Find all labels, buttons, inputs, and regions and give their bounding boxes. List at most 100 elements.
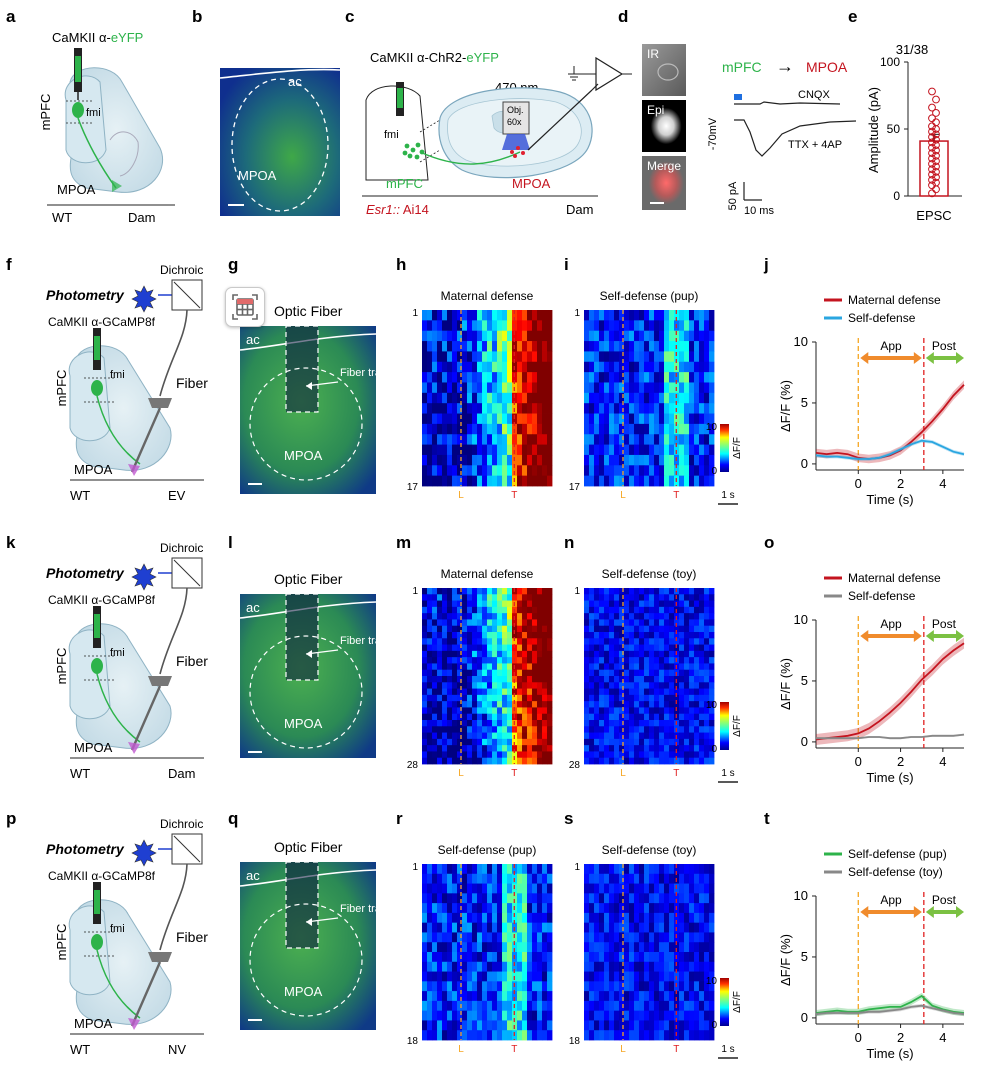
heatmap-cell (609, 330, 615, 342)
heatmap-cell (699, 745, 705, 752)
heatmap-cell (589, 588, 595, 595)
heatmap-cell (482, 745, 488, 752)
heatmap-cell (502, 682, 508, 689)
heatmap-cell (507, 619, 513, 627)
heatmap-cell (674, 465, 680, 477)
heatmap-cell (694, 657, 700, 664)
colorbar (720, 702, 729, 750)
heatmap-cell (527, 434, 533, 445)
heatmap-cell (482, 638, 488, 645)
heatmap-cell (629, 663, 635, 671)
heatmap-cell (684, 606, 690, 614)
heatmap-cell (584, 606, 590, 614)
heatmap-cell (537, 454, 543, 466)
heatmap-cell (532, 864, 538, 875)
heatmap-cell (482, 657, 488, 664)
heatmap-cell (594, 372, 600, 383)
heatmap-cell (442, 330, 448, 342)
heatmap-cell (704, 465, 710, 477)
heatmap-cell (619, 682, 625, 689)
heatmap-cell (447, 613, 453, 620)
heatmap-cell (684, 600, 690, 608)
heatmap-cell (547, 465, 553, 477)
heatmap-cell (482, 912, 488, 924)
heatmap-cell (634, 644, 640, 652)
heatmap-cell (442, 883, 448, 894)
heatmap-cell (547, 434, 553, 445)
heatmap-cell (477, 475, 483, 487)
heatmap-cell (527, 864, 533, 875)
heatmap-cell (507, 720, 513, 727)
heatmap-cell (502, 588, 508, 595)
heatmap-cell (537, 600, 543, 608)
heatmap-cell (589, 600, 595, 608)
heatmap-cell (512, 751, 518, 759)
heatmap-cell (472, 606, 478, 614)
heatmap-cell (594, 682, 600, 689)
heatmap-cell (629, 341, 635, 352)
heatmap-cell (452, 1030, 458, 1041)
heatmap-cell (639, 883, 645, 894)
heatmap-cell (609, 413, 615, 425)
data-point (928, 176, 936, 184)
heatmap-cell (542, 382, 548, 394)
heatmap-cell (664, 676, 670, 683)
heatmap-cell (659, 320, 665, 332)
heatmap-cell (659, 594, 665, 601)
heatmap-cell (694, 676, 700, 683)
table-select-button[interactable] (225, 287, 265, 327)
heatmap-cell (699, 351, 705, 363)
heatmap-cell (492, 873, 498, 884)
heatmap-cell (457, 707, 463, 715)
heatmap-cell (457, 330, 463, 342)
heatmap-cell (472, 619, 478, 627)
heatmap-cell (467, 330, 473, 342)
heatmap-cell (654, 1020, 660, 1031)
heatmap-cell (442, 981, 448, 992)
heatmap-cell (664, 732, 670, 740)
heatmap-cell (664, 720, 670, 727)
heatmap-cell (584, 588, 590, 595)
legend-label: Self-defense (848, 311, 916, 325)
heatmap-cell (437, 619, 443, 627)
heatmap-cell (437, 638, 443, 645)
heatmap-cell (614, 588, 620, 595)
heatmap-cell (629, 1020, 635, 1031)
epi-image (642, 100, 686, 152)
heatmap-cell (594, 434, 600, 445)
heatmap-cell (684, 444, 690, 456)
heatmap-cell (604, 650, 610, 658)
heatmap-cell (659, 351, 665, 363)
heatmap-cell (432, 625, 438, 633)
heatmap-cell (537, 694, 543, 702)
heatmap-cell (694, 873, 700, 884)
heatmap-cell (614, 757, 620, 765)
heatmap-cell (684, 351, 690, 363)
heatmap-cell (422, 991, 428, 1002)
heatmap-cell (709, 757, 715, 765)
fmi-label: fmi (110, 923, 125, 935)
heatmap-cell (609, 619, 615, 627)
heatmap-cell (694, 392, 700, 404)
heatmap-cell (517, 932, 523, 943)
heatmap-cell (542, 650, 548, 658)
heatmap-cell (422, 952, 428, 963)
heatmap-cell (467, 588, 473, 595)
data-point (928, 154, 936, 163)
heatmap-cell (654, 625, 660, 633)
heatmap-cell (522, 644, 528, 652)
heatmap-cell (629, 1010, 635, 1021)
panel-label-j: j (763, 255, 769, 274)
heatmap-cell (502, 444, 508, 456)
heatmap-cell (684, 961, 690, 972)
heatmap-cell (522, 413, 528, 425)
heatmap-cell (659, 713, 665, 721)
heatmap-cell (447, 465, 453, 477)
heatmap-cell (639, 613, 645, 620)
heatmap-cell (472, 650, 478, 658)
heatmap-cell (542, 991, 548, 1002)
heatmap-cell (694, 745, 700, 752)
heatmap-cell (689, 952, 695, 963)
